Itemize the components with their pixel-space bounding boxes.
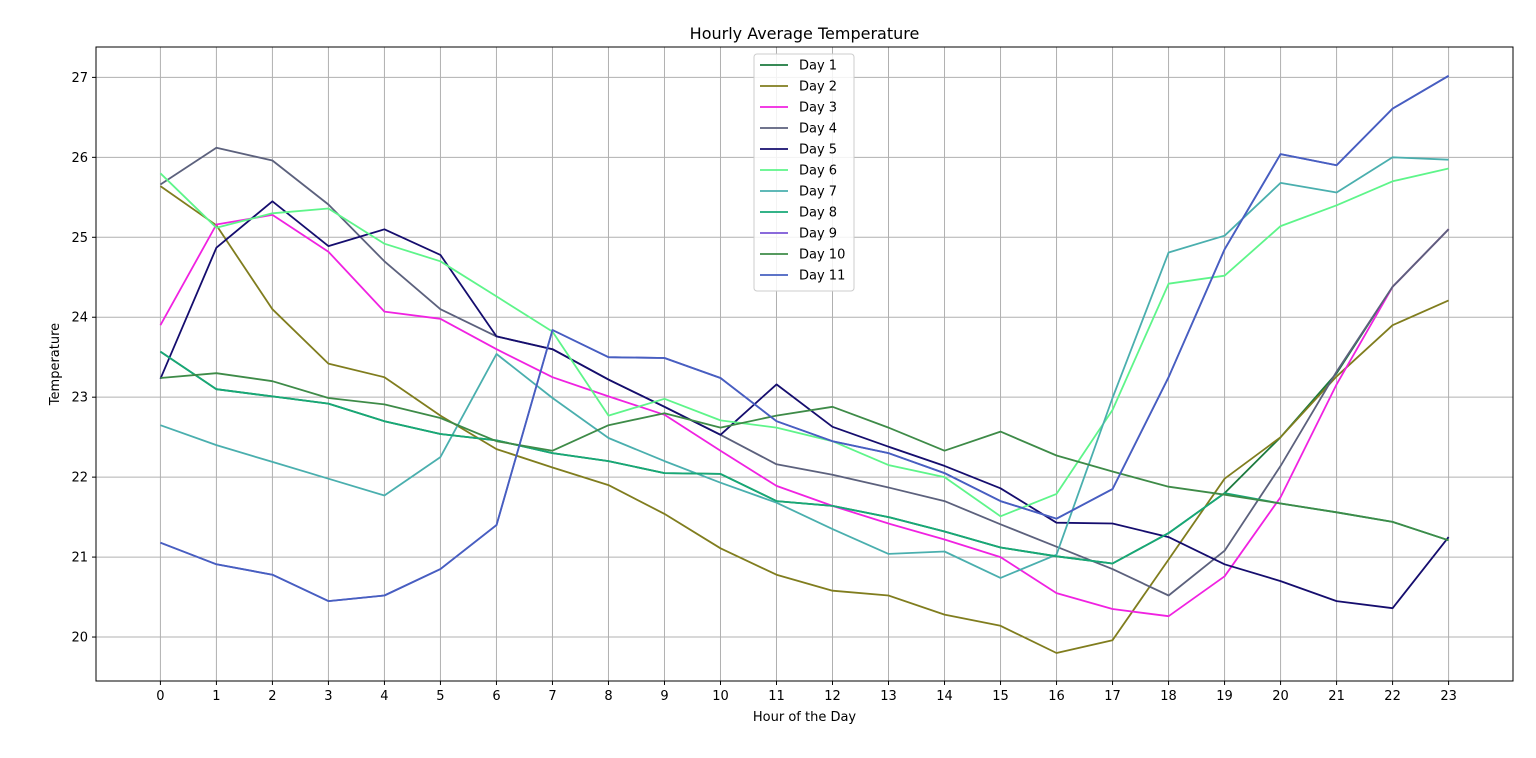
plot-frame — [95, 46, 1514, 682]
x-tick-label: 17 — [1104, 689, 1121, 704]
x-tick-label: 6 — [492, 689, 500, 704]
legend-label: Day 11 — [799, 269, 845, 284]
legend-label: Day 5 — [799, 143, 837, 158]
x-tick-label: 4 — [380, 689, 388, 704]
y-axis-label: Temperature — [48, 323, 63, 406]
series-line-day-6 — [159, 167, 1449, 518]
legend: Day 1 Day 2 Day 3 Day 4 Day 5 Day 6 Day 7 Day 8… — [753, 53, 855, 292]
series-line-day-3 — [159, 213, 1450, 618]
x-tick-label: 13 — [880, 689, 897, 704]
legend-label: Day 7 — [799, 185, 837, 200]
x-tick-label: 10 — [712, 689, 729, 704]
x-tick-label: 0 — [156, 689, 164, 704]
series-line-day-2 — [159, 185, 1449, 654]
series-line-day-11 — [160, 75, 1450, 602]
x-tick-label: 5 — [436, 689, 444, 704]
x-tick-label: 22 — [1384, 689, 1401, 704]
x-tick-label: 21 — [1328, 689, 1345, 704]
chart-title: Hourly Average Temperature — [690, 24, 920, 43]
x-tick-label: 12 — [824, 689, 841, 704]
y-tick-label: 27 — [71, 71, 88, 86]
x-tick-label: 8 — [604, 689, 612, 704]
x-tick-label: 1 — [212, 689, 220, 704]
series-lines — [159, 75, 1450, 654]
y-tick-label: 22 — [71, 471, 88, 486]
legend-label: Day 3 — [799, 101, 837, 116]
x-tick-label: 19 — [1216, 689, 1233, 704]
series-line-day-8 — [159, 350, 1449, 565]
x-tick-label: 14 — [936, 689, 953, 704]
legend-label: Day 9 — [799, 227, 837, 242]
y-tick-label: 25 — [71, 231, 88, 246]
x-tick-label: 23 — [1440, 689, 1457, 704]
x-tick-label: 7 — [548, 689, 556, 704]
series-line-day-10 — [160, 372, 1449, 542]
legend-label: Day 6 — [799, 164, 837, 179]
legend-label: Day 10 — [799, 248, 845, 263]
y-tick-label: 20 — [71, 631, 88, 646]
y-tick-label: 26 — [71, 151, 88, 166]
y-tick-label: 21 — [71, 551, 88, 566]
x-tick-label: 16 — [1048, 689, 1065, 704]
series-line-day-7 — [160, 156, 1449, 579]
legend-label: Day 8 — [799, 206, 837, 221]
series-line-day-4 — [159, 146, 1450, 597]
x-axis-label: Hour of the Day — [753, 710, 857, 725]
legend-label: Day 2 — [799, 80, 837, 95]
y-tick-label: 24 — [71, 311, 88, 326]
x-axis-ticks: 0 1 2 3 4 5 6 7 8 9 10 11 12 13 14 15 16 17 18 19 20 21 22 23 — [156, 681, 1457, 704]
legend-box — [753, 53, 855, 292]
x-tick-label: 11 — [768, 689, 785, 704]
x-tick-label: 9 — [660, 689, 668, 704]
y-tick-label: 23 — [71, 391, 88, 406]
x-tick-label: 20 — [1272, 689, 1289, 704]
y-axis-ticks: 20 21 22 23 24 25 26 27 — [71, 71, 96, 646]
x-tick-label: 18 — [1160, 689, 1177, 704]
legend-label: Day 4 — [799, 122, 837, 137]
x-tick-label: 2 — [268, 689, 276, 704]
series-line-day-5 — [159, 200, 1450, 610]
x-tick-label: 3 — [324, 689, 332, 704]
x-tick-label: 15 — [992, 689, 1009, 704]
legend-label: Day 1 — [799, 59, 837, 74]
